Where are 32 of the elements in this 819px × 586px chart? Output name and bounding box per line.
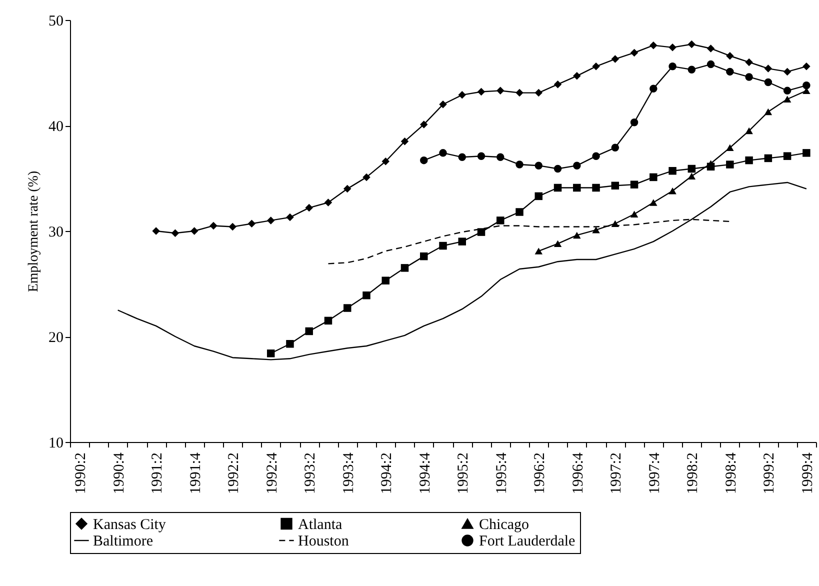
x-tick-label: 1990:2 bbox=[73, 452, 90, 494]
x-tick-label: 1990:4 bbox=[111, 452, 128, 494]
x-tick-label: 1996:2 bbox=[532, 452, 548, 494]
x-tick-label: 1993:4 bbox=[340, 452, 357, 494]
y-tick-label: 40 bbox=[48, 119, 64, 135]
x-tick-label: 1996:4 bbox=[570, 452, 586, 494]
x-tick-label: 1999:2 bbox=[762, 452, 778, 494]
y-tick-label: 20 bbox=[48, 330, 64, 346]
x-tick-label: 1994:2 bbox=[379, 452, 396, 494]
x-tick-label: 1997:4 bbox=[646, 452, 663, 494]
x-tick-label: 1992:2 bbox=[226, 452, 242, 494]
x-tick-label: 1991:2 bbox=[150, 452, 166, 494]
y-tick-label: 50 bbox=[48, 14, 64, 30]
x-tick-label: 1998:4 bbox=[723, 452, 740, 494]
y-tick-label: 10 bbox=[48, 436, 64, 452]
x-tick-label: 1991:4 bbox=[188, 452, 204, 494]
x-tick-label: 1992:4 bbox=[264, 452, 280, 494]
legend-label: Baltimore bbox=[93, 534, 154, 550]
y-tick-label: 30 bbox=[48, 224, 64, 240]
x-tick-label: 1997:2 bbox=[608, 452, 625, 494]
x-tick-label: 1993:2 bbox=[302, 452, 319, 494]
legend-label: Kansas City bbox=[93, 516, 166, 533]
x-tick-label: 1995:2 bbox=[456, 452, 472, 494]
legend-label: Chicago bbox=[479, 516, 529, 533]
y-axis-title: Employment rate (%) bbox=[26, 170, 42, 292]
x-tick-label: 1998:2 bbox=[685, 452, 702, 494]
x-tick-label: 1995:4 bbox=[494, 452, 510, 494]
x-tick-label: 1999:4 bbox=[800, 452, 816, 494]
legend-label: Fort Lauderdale bbox=[479, 534, 576, 550]
legend-label: Houston bbox=[298, 534, 350, 550]
x-tick-label: 1994:4 bbox=[417, 452, 434, 494]
legend-label: Atlanta bbox=[298, 516, 342, 533]
